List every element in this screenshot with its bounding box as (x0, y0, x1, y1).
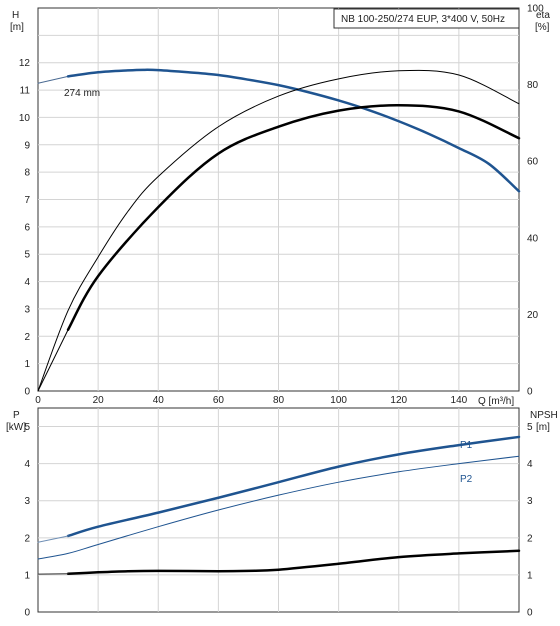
eta-tick-label: 100 (527, 4, 544, 15)
h-tick-label: 9 (24, 140, 30, 151)
eta-tick-label: 0 (527, 387, 533, 398)
top-grid (38, 8, 519, 391)
p1-series-label: P1 (460, 440, 473, 451)
npsh-tick-label: 0 (527, 608, 533, 619)
npsh-tick-label: 2 (527, 533, 533, 544)
h-tick-label: 5 (24, 250, 30, 261)
top-series (37, 68, 521, 392)
bottom-series-line-0 (66, 435, 521, 538)
top-series-line-3 (66, 104, 521, 331)
p-tick-label: 3 (24, 496, 30, 507)
h-tick-label: 11 (20, 86, 31, 97)
x-tick-label: 40 (153, 395, 165, 406)
npsh-tick-label: 1 (527, 570, 533, 581)
bottom-series-line-3 (66, 549, 521, 576)
h-tick-label: 6 (24, 222, 30, 233)
h-axis-unit: [m] (10, 22, 24, 33)
tick-labels: 0 20 40 60 80 100 120 1400123456789101112020406… (19, 4, 544, 619)
h-tick-label: 7 (24, 195, 30, 206)
eta-tick-label: 40 (527, 233, 539, 244)
h-tick-label: 3 (24, 304, 30, 315)
h-tick-label: 1 (24, 359, 30, 370)
p-axis-unit: [kW] (6, 422, 26, 433)
eta-tick-label: 80 (527, 80, 539, 91)
p-tick-label: 1 (24, 570, 30, 581)
eta-tick-label: 60 (527, 157, 539, 168)
p-tick-label: 2 (24, 533, 30, 544)
p-axis-label: P (13, 410, 20, 421)
h-tick-label: 8 (24, 168, 30, 179)
top-series-line-0 (37, 75, 69, 84)
npsh-tick-label: 3 (527, 496, 533, 507)
eta-axis-label: eta (536, 10, 550, 21)
p-tick-label: 0 (24, 608, 30, 619)
bottom-series-line-2 (37, 455, 520, 560)
top-series-line-1 (66, 68, 521, 193)
top-series-line-2 (37, 69, 520, 392)
top-series-line-4 (37, 329, 69, 392)
x-tick-label: 0 (35, 395, 41, 406)
x-tick-label: 120 (390, 395, 407, 406)
x-tick-label: 20 (93, 395, 105, 406)
h-tick-label: 10 (19, 113, 31, 124)
x-tick-label: 140 (451, 395, 468, 406)
x-tick-label: 100 (330, 395, 347, 406)
chart-title: NB 100-250/274 EUP, 3*400 V, 50Hz (341, 14, 505, 25)
h-tick-label: 12 (19, 58, 31, 69)
bottom-series (37, 435, 521, 576)
npsh-axis-label: NPSH (530, 410, 558, 421)
bottom-grid (38, 408, 519, 612)
x-tick-label: 80 (273, 395, 285, 406)
h-axis-label: H (12, 10, 19, 21)
bottom-series-line-1 (37, 535, 69, 543)
npsh-tick-label: 4 (527, 459, 533, 470)
p-tick-label: 4 (24, 459, 30, 470)
npsh-axis-unit: [m] (536, 422, 550, 433)
p2-series-label: P2 (460, 474, 473, 485)
impeller-diameter-label: 274 mm (64, 88, 100, 99)
q-axis-label: Q [m³/h] (478, 396, 514, 407)
h-tick-label: 4 (24, 277, 30, 288)
eta-axis-unit: [%] (535, 22, 550, 33)
h-tick-label: 0 (24, 387, 30, 398)
x-tick-label: 60 (213, 395, 225, 406)
chart-title-box (333, 8, 520, 29)
h-tick-label: 2 (24, 332, 30, 343)
eta-tick-label: 20 (527, 310, 539, 321)
p-tick-label: 5 (24, 422, 30, 433)
npsh-tick-label: 5 (527, 422, 533, 433)
